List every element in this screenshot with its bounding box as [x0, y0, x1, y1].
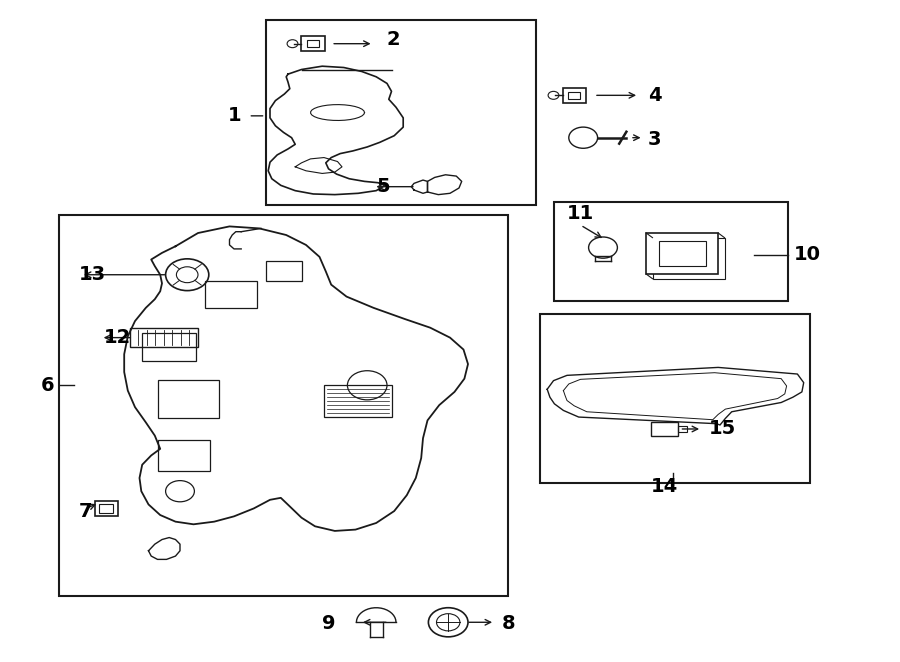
- Bar: [158, 380, 219, 418]
- Text: 11: 11: [567, 204, 594, 222]
- Text: 15: 15: [709, 420, 736, 438]
- Bar: [651, 422, 678, 436]
- Text: 12: 12: [104, 328, 130, 347]
- Bar: [130, 328, 197, 347]
- Bar: [307, 40, 319, 48]
- Bar: [58, 215, 508, 596]
- Text: 10: 10: [794, 246, 821, 264]
- Bar: [554, 202, 788, 301]
- Bar: [646, 233, 718, 274]
- Text: 13: 13: [79, 265, 106, 284]
- Bar: [205, 281, 257, 308]
- Text: 7: 7: [79, 502, 93, 520]
- Bar: [324, 385, 392, 417]
- Bar: [266, 261, 302, 281]
- Text: 8: 8: [502, 614, 516, 633]
- Bar: [94, 501, 118, 516]
- Bar: [569, 92, 580, 99]
- Bar: [678, 426, 687, 432]
- Text: 4: 4: [648, 87, 662, 105]
- Text: 14: 14: [651, 477, 678, 496]
- Bar: [99, 504, 113, 513]
- Text: 6: 6: [40, 376, 54, 395]
- Text: 1: 1: [228, 107, 241, 125]
- Bar: [142, 333, 196, 361]
- Text: 9: 9: [322, 614, 336, 633]
- Bar: [158, 440, 210, 471]
- Text: 2: 2: [387, 30, 400, 49]
- Text: 5: 5: [376, 177, 390, 196]
- Bar: [266, 20, 536, 205]
- Bar: [659, 241, 706, 266]
- Text: 3: 3: [648, 130, 662, 148]
- Bar: [562, 88, 586, 103]
- Bar: [540, 314, 810, 483]
- Bar: [302, 36, 325, 51]
- Bar: [652, 238, 724, 279]
